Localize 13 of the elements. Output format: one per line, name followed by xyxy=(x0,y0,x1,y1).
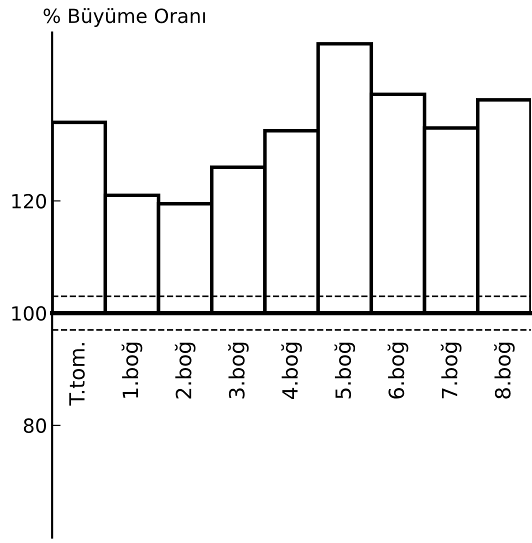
x-tick-label: 1.boğ xyxy=(122,342,142,398)
x-tick-label: 2.boğ xyxy=(174,342,196,398)
y-tick-label: 100 xyxy=(12,306,46,321)
x-tick-label: 8.boğ xyxy=(494,342,515,399)
chart-title: % Büyüme Oranı xyxy=(44,8,205,27)
x-tick-label: T.tom. xyxy=(69,343,85,406)
x-tick-label: 5.boğ xyxy=(334,342,356,398)
x-tick-label: 4.boğ xyxy=(281,342,302,399)
x-tick-label: 6.boğ xyxy=(388,342,408,399)
y-tick-label: 120 xyxy=(12,194,46,209)
x-tick-label: 7.boğ xyxy=(440,342,462,398)
x-tick-label: 3.boğ xyxy=(228,342,249,398)
y-tick-label: 80 xyxy=(24,418,46,434)
